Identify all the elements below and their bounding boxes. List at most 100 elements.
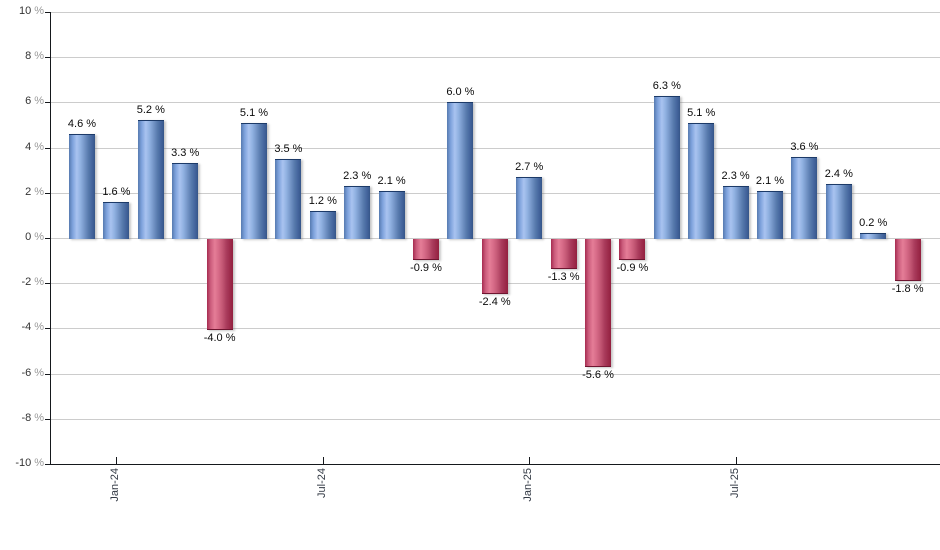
bar[interactable] [275,158,302,239]
bar-value-label: -0.9 % [616,262,649,275]
gridline [50,328,940,330]
bar[interactable] [550,239,577,270]
bar-value-label: -0.9 % [410,262,442,275]
bar[interactable] [309,210,336,239]
y-axis-tick-label: 10% [0,5,44,18]
bar[interactable] [172,163,199,239]
y-axis-tick [45,464,50,465]
x-axis-line [50,464,940,465]
y-axis-tick [45,238,50,239]
bar-value-label: 5.1 % [239,106,269,119]
bar-value-label: -1.8 % [891,282,924,295]
bar[interactable] [103,201,130,239]
y-axis-tick [45,192,50,194]
bar-value-label: 2.1 % [377,174,406,187]
bar-value-label: 2.1 % [755,174,785,187]
bar[interactable] [619,239,646,261]
percent-sign: % [34,411,44,424]
bar[interactable] [137,120,164,239]
gridline [50,418,940,420]
gridline [50,373,940,375]
bar-value-label: 3.3 % [171,147,200,160]
bar[interactable] [516,176,543,239]
bar-value-label: 6.3 % [652,79,681,92]
y-tick-value: 2 [25,185,32,198]
x-axis-tick-label: Jan-25 [522,468,535,502]
bar[interactable] [241,122,267,239]
y-axis-tick [45,373,50,375]
bar[interactable] [585,239,611,367]
y-axis-tick-label: 8% [0,50,44,63]
y-axis-tick-label: -10% [0,457,44,470]
y-axis-tick-label: 0% [0,231,44,244]
percent-sign: % [34,95,44,108]
y-axis-tick [45,418,50,420]
x-axis-tick-label: Jan-24 [109,468,122,502]
gridline [50,102,940,104]
y-tick-value: 8 [25,50,32,63]
y-axis-tick [45,102,50,104]
y-tick-value: -8 [21,411,32,424]
bar[interactable] [894,239,921,281]
gridline [50,57,940,59]
bar[interactable] [69,134,95,239]
bar[interactable] [825,183,852,239]
bar-value-label: 0.2 % [859,217,888,230]
bar-value-label: 3.6 % [790,140,819,153]
y-axis-tick-label: 6% [0,95,44,108]
bar[interactable] [860,233,887,239]
bar-value-label: 1.2 % [308,194,337,207]
y-tick-value: -4 [21,321,32,334]
percent-sign: % [34,366,44,379]
y-axis-tick [45,328,50,330]
bar-value-label: 2.3 % [721,170,750,183]
x-axis-tick [322,457,324,464]
bar[interactable] [413,239,439,261]
bar[interactable] [447,102,474,239]
bar-value-label: 5.2 % [136,104,165,117]
y-axis-tick-label: 4% [0,141,44,154]
x-axis-tick [116,457,118,464]
y-tick-value: 4 [25,140,32,153]
bar[interactable] [757,190,783,239]
y-axis-tick [45,147,50,149]
percent-sign: % [34,140,44,153]
x-axis-tick-label: Jul-25 [728,468,741,498]
gridline [50,238,940,239]
y-axis-tick [45,283,50,285]
bar[interactable] [688,122,715,239]
bar-value-label: -2.4 % [478,296,511,309]
x-axis-tick [735,457,737,464]
y-tick-value: 0 [25,231,32,243]
bar[interactable] [791,156,818,239]
bar-value-label: 2.4 % [824,167,853,180]
y-axis-tick-label: -4% [0,321,44,334]
y-tick-value: -6 [21,366,32,379]
y-tick-value: -2 [21,276,32,289]
x-axis-tick [529,457,531,464]
bar[interactable] [378,190,405,239]
y-axis-tick-label: 2% [0,186,44,199]
y-axis-tick [45,12,50,13]
x-axis-tick-label: Jul-24 [315,468,328,498]
y-axis-tick-label: -6% [0,367,44,380]
bar[interactable] [481,239,508,295]
y-axis-line [50,12,51,464]
percent-sign: % [34,5,44,17]
gridline [50,147,940,149]
gridline [50,192,940,194]
bar-value-label: 5.1 % [687,106,716,119]
bar[interactable] [653,95,680,239]
bar-value-label: 2.7 % [515,160,544,173]
percent-sign: % [34,50,44,63]
bar[interactable] [722,186,749,239]
bar[interactable] [344,186,371,239]
bar[interactable] [206,239,233,331]
gridline [50,12,940,13]
bar-value-label: 1.6 % [102,185,131,198]
y-tick-value: 6 [25,95,32,108]
y-axis-tick-label: -8% [0,412,44,425]
bar-value-label: -1.3 % [547,271,580,284]
percent-sign: % [34,276,44,289]
